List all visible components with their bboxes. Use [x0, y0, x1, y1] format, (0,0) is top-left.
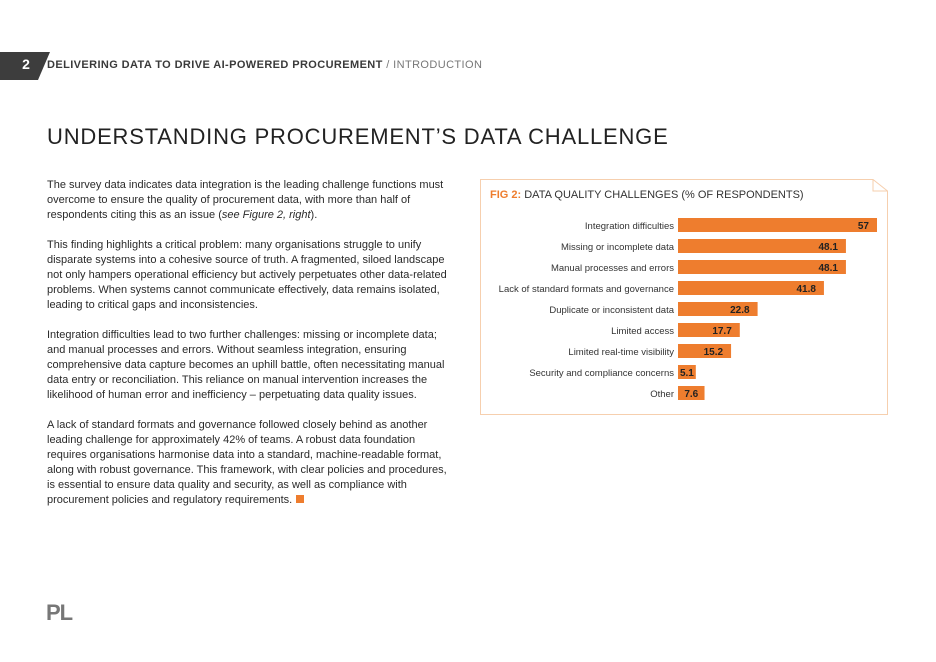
text-run: This finding highlights a critical probl… — [47, 239, 447, 311]
value-label: 22.8 — [730, 305, 750, 316]
body-text: The survey data indicates data integrati… — [47, 178, 457, 523]
header-subtitle: / INTRODUCTION — [386, 59, 483, 71]
bar — [678, 302, 758, 316]
page-number: 2 — [22, 56, 30, 72]
running-header: DELIVERING DATA TO DRIVE AI-POWERED PROC… — [47, 59, 482, 71]
figure-frame — [480, 179, 888, 415]
text-run: The survey data indicates data integrati… — [47, 179, 444, 221]
bar — [678, 239, 846, 253]
page-number-badge: 2 — [0, 52, 50, 80]
figure-fold — [872, 179, 888, 192]
paragraph: A lack of standard formats and governanc… — [47, 418, 457, 508]
text-run: Integration difficulties lead to two fur… — [47, 329, 445, 401]
category-label: Missing or incomplete data — [561, 242, 675, 253]
end-mark — [296, 495, 305, 503]
logo: PL — [46, 600, 73, 625]
category-label: Other — [650, 389, 674, 400]
value-label: 57 — [858, 221, 870, 232]
category-label: Integration difficulties — [585, 221, 674, 232]
value-label: 48.1 — [818, 242, 838, 253]
value-label: 48.1 — [818, 263, 838, 274]
category-label: Limited access — [611, 326, 674, 337]
category-label: Security and compliance concerns — [529, 368, 674, 379]
bar — [678, 218, 877, 232]
figure-title-prefix: FIG 2: — [490, 189, 521, 201]
bar — [678, 281, 824, 295]
paragraph: This finding highlights a critical probl… — [47, 238, 457, 313]
figure-title-text: DATA QUALITY CHALLENGES (% OF RESPONDENT… — [524, 189, 803, 201]
category-label: Manual processes and errors — [551, 263, 674, 274]
paragraph: Integration difficulties lead to two fur… — [47, 328, 457, 403]
value-label: 41.8 — [796, 284, 816, 295]
bar — [678, 365, 696, 379]
italic-run: see Figure 2, right — [221, 209, 311, 221]
figure-title: FIG 2: DATA QUALITY CHALLENGES (% OF RES… — [490, 189, 804, 201]
header-title: DELIVERING DATA TO DRIVE AI-POWERED PROC… — [47, 59, 383, 71]
bar — [678, 344, 732, 358]
category-label: Lack of standard formats and governance — [499, 284, 674, 295]
category-label: Limited real-time visibility — [568, 347, 674, 358]
category-label: Duplicate or inconsistent data — [549, 305, 674, 316]
value-label: 5.1 — [680, 368, 694, 379]
page-title: UNDERSTANDING PROCUREMENT’S DATA CHALLEN… — [47, 124, 669, 149]
text-run: ). — [310, 209, 318, 221]
value-label: 15.2 — [704, 347, 724, 358]
badge-shape — [0, 52, 50, 80]
text-run: A lack of standard formats and governanc… — [47, 419, 447, 506]
value-label: 7.6 — [684, 389, 698, 400]
value-label: 17.7 — [712, 326, 732, 337]
bar — [678, 323, 740, 337]
paragraph: The survey data indicates data integrati… — [47, 178, 457, 223]
figure: FIG 2: DATA QUALITY CHALLENGES (% OF RES… — [480, 179, 888, 415]
bar — [678, 386, 705, 400]
bar — [678, 260, 846, 274]
